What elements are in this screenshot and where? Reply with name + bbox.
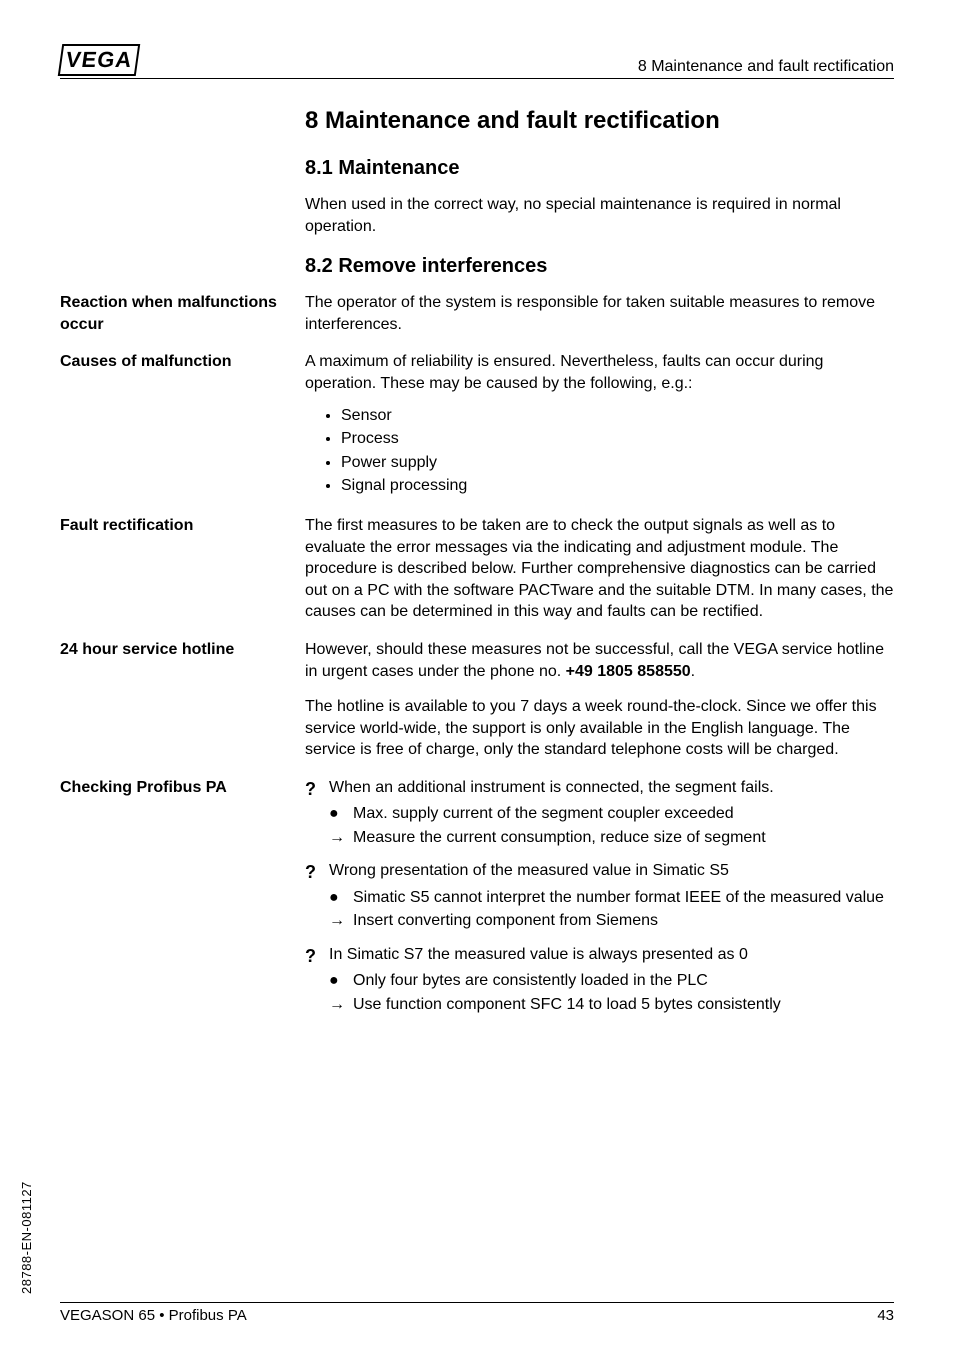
footer-page-number: 43 [877, 1307, 894, 1324]
causes-item: Signal processing [341, 475, 894, 497]
sec81-para: When used in the correct way, no special… [305, 194, 894, 237]
label-reaction: Reaction when malfunctions occur [60, 292, 305, 335]
bullet-icon: ● [329, 970, 353, 992]
bullet-icon: ● [329, 803, 353, 825]
vega-logo: VEGA [58, 44, 141, 76]
q3-action: Use function component SFC 14 to load 5 … [353, 994, 894, 1016]
qa-block-1: ? When an additional instrument is conne… [305, 777, 894, 848]
q2-cause: Simatic S5 cannot interpret the number f… [353, 887, 894, 909]
question-mark-icon: ? [305, 944, 329, 968]
q1-action: Measure the current consumption, reduce … [353, 827, 894, 849]
chapter-title: 8 Maintenance and fault rectification [305, 107, 894, 135]
label-checking: Checking Profibus PA [60, 777, 305, 799]
hotline-para2: The hotline is available to you 7 days a… [305, 696, 894, 761]
section-8-2-title: 8.2 Remove interferences [305, 255, 894, 278]
label-causes: Causes of malfunction [60, 351, 305, 373]
q3-cause: Only four bytes are consistently loaded … [353, 970, 894, 992]
arrow-icon: → [329, 994, 353, 1016]
fault-para: The first measures to be taken are to ch… [305, 515, 894, 623]
footer-left: VEGASON 65 • Profibus PA [60, 1307, 247, 1324]
header-breadcrumb: 8 Maintenance and fault rectification [638, 58, 894, 76]
causes-item: Power supply [341, 452, 894, 474]
label-fault: Fault rectification [60, 515, 305, 537]
q2-question: Wrong presentation of the measured value… [329, 860, 894, 882]
causes-list: Sensor Process Power supply Signal proce… [305, 405, 894, 497]
arrow-icon: → [329, 910, 353, 932]
section-8-1-title: 8.1 Maintenance [305, 157, 894, 180]
question-mark-icon: ? [305, 860, 329, 884]
causes-item: Process [341, 428, 894, 450]
qa-block-3: ? In Simatic S7 the measured value is al… [305, 944, 894, 1015]
question-mark-icon: ? [305, 777, 329, 801]
bullet-icon: ● [329, 887, 353, 909]
qa-block-2: ? Wrong presentation of the measured val… [305, 860, 894, 931]
q1-question: When an additional instrument is connect… [329, 777, 894, 799]
q3-question: In Simatic S7 the measured value is alwa… [329, 944, 894, 966]
page-footer: VEGASON 65 • Profibus PA 43 [60, 1302, 894, 1324]
reaction-para: The operator of the system is responsibl… [305, 292, 894, 335]
doc-id-vertical: 28788-EN-081127 [19, 1181, 34, 1294]
hotline-number: +49 1805 858550 [566, 663, 691, 680]
causes-item: Sensor [341, 405, 894, 427]
label-hotline: 24 hour service hotline [60, 639, 305, 661]
q2-action: Insert converting component from Siemens [353, 910, 894, 932]
causes-para: A maximum of reliability is ensured. Nev… [305, 351, 894, 394]
q1-cause: Max. supply current of the segment coupl… [353, 803, 894, 825]
arrow-icon: → [329, 827, 353, 849]
page-header: VEGA 8 Maintenance and fault rectificati… [60, 44, 894, 79]
hotline-para1: However, should these measures not be su… [305, 639, 894, 682]
